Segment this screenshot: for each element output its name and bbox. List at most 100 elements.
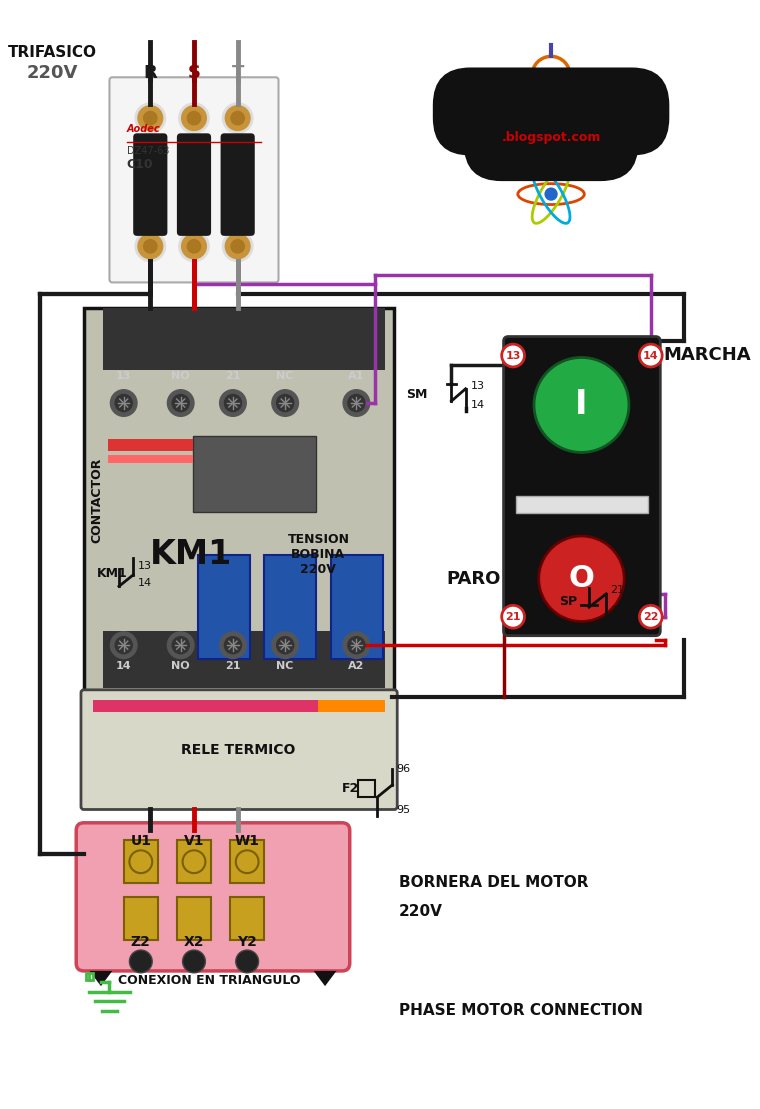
Text: 13: 13: [138, 561, 152, 571]
Circle shape: [534, 357, 629, 452]
Circle shape: [236, 950, 258, 973]
Text: TRIFASICO: TRIFASICO: [8, 45, 97, 60]
Circle shape: [129, 950, 152, 973]
Polygon shape: [90, 971, 112, 986]
Circle shape: [277, 637, 293, 653]
Circle shape: [167, 632, 194, 659]
Circle shape: [272, 632, 299, 659]
Text: 14: 14: [470, 399, 484, 409]
Circle shape: [539, 536, 624, 621]
Bar: [124, 897, 158, 939]
Circle shape: [236, 851, 258, 873]
Text: 22: 22: [610, 606, 624, 615]
Text: NC: NC: [277, 661, 294, 671]
Circle shape: [187, 112, 201, 125]
Circle shape: [343, 389, 369, 416]
Text: NO: NO: [171, 661, 190, 671]
Bar: [331, 554, 383, 660]
Text: DZ47-63: DZ47-63: [127, 146, 169, 156]
Text: MARCHA: MARCHA: [663, 346, 751, 364]
Bar: [108, 456, 193, 462]
Text: CONEXION EN TRIANGULO: CONEXION EN TRIANGULO: [118, 974, 300, 987]
Text: PARO: PARO: [446, 570, 501, 588]
Text: RELE TERMICO: RELE TERMICO: [182, 743, 296, 756]
Circle shape: [110, 389, 137, 416]
Circle shape: [220, 632, 246, 659]
Text: NO: NO: [171, 372, 190, 381]
Text: W1: W1: [235, 834, 260, 847]
Circle shape: [639, 344, 662, 367]
Circle shape: [343, 632, 369, 659]
Bar: [193, 436, 316, 512]
Bar: [230, 840, 264, 883]
Circle shape: [135, 231, 166, 262]
Text: Aodec: Aodec: [127, 124, 160, 134]
Text: 21: 21: [225, 372, 241, 381]
FancyBboxPatch shape: [109, 78, 278, 283]
Text: Z2: Z2: [131, 935, 150, 949]
Bar: [86, 973, 93, 980]
Text: Esquemasyelectricidad: Esquemasyelectricidad: [470, 105, 632, 118]
Circle shape: [138, 234, 163, 258]
Bar: [264, 554, 316, 660]
Text: 21: 21: [505, 612, 521, 622]
Text: 22: 22: [643, 612, 658, 622]
Circle shape: [639, 606, 662, 628]
Text: BORNERA DEL MOTOR: BORNERA DEL MOTOR: [399, 875, 589, 891]
Circle shape: [173, 637, 189, 653]
Text: I: I: [575, 388, 587, 421]
Text: U1: U1: [130, 834, 151, 847]
Text: 95: 95: [396, 805, 410, 815]
Text: 220V: 220V: [399, 904, 443, 918]
Circle shape: [167, 389, 194, 416]
Circle shape: [182, 234, 206, 258]
Bar: [177, 897, 211, 939]
Circle shape: [173, 395, 189, 411]
Circle shape: [220, 389, 246, 416]
Text: .blogspot.com: .blogspot.com: [502, 131, 600, 143]
Circle shape: [272, 389, 299, 416]
Bar: [103, 631, 385, 688]
Text: TENSION
BOBINA
220V: TENSION BOBINA 220V: [287, 533, 350, 577]
Circle shape: [544, 187, 558, 201]
Bar: [124, 840, 158, 883]
Circle shape: [348, 395, 365, 411]
FancyBboxPatch shape: [177, 133, 211, 236]
Text: KM1: KM1: [150, 539, 233, 571]
Text: T: T: [232, 64, 244, 82]
Text: 21: 21: [225, 661, 241, 671]
Bar: [103, 308, 385, 369]
Bar: [358, 780, 375, 797]
Text: Y2: Y2: [237, 935, 257, 949]
Text: A2: A2: [348, 661, 365, 671]
Circle shape: [224, 637, 242, 653]
Circle shape: [348, 637, 365, 653]
Text: A1: A1: [348, 372, 365, 381]
Circle shape: [224, 395, 242, 411]
FancyBboxPatch shape: [81, 690, 397, 810]
Text: SP: SP: [559, 596, 578, 609]
Text: 14: 14: [643, 350, 659, 360]
Text: CONTACTOR: CONTACTOR: [90, 457, 103, 542]
Text: PHASE MOTOR CONNECTION: PHASE MOTOR CONNECTION: [399, 1004, 643, 1018]
Circle shape: [144, 112, 157, 125]
Text: 14: 14: [138, 578, 152, 588]
Circle shape: [116, 395, 132, 411]
Circle shape: [116, 637, 132, 653]
Circle shape: [182, 105, 206, 131]
Circle shape: [182, 851, 205, 873]
FancyBboxPatch shape: [133, 133, 167, 236]
Bar: [93, 700, 328, 712]
Text: SM: SM: [407, 388, 428, 401]
Circle shape: [225, 105, 250, 131]
Text: KM1: KM1: [97, 567, 128, 580]
Bar: [84, 308, 394, 693]
Circle shape: [223, 103, 253, 133]
Circle shape: [231, 112, 244, 125]
Text: 21: 21: [610, 584, 624, 594]
Circle shape: [502, 606, 524, 628]
Circle shape: [129, 851, 152, 873]
Text: F2: F2: [342, 782, 359, 795]
FancyBboxPatch shape: [504, 336, 660, 635]
Polygon shape: [314, 971, 337, 986]
